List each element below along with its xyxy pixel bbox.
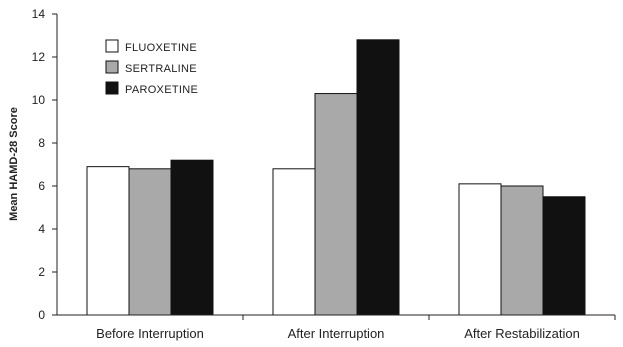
legend-label-sertraline: SERTRALINE — [125, 63, 197, 75]
y-tick-label: 6 — [38, 179, 45, 193]
x-axis-ticks — [242, 315, 616, 320]
y-tick-label: 2 — [38, 265, 45, 279]
bar-fluoxetine-3 — [458, 183, 502, 316]
y-axis-ticks: 0 2 4 6 8 10 12 14 — [32, 7, 57, 322]
y-tick-label: 12 — [32, 50, 46, 64]
x-axis-labels: Before Interruption After Interruption Aft… — [96, 326, 580, 341]
x-category-label: After Restabilization — [464, 326, 580, 341]
bar-sertraline-3 — [500, 185, 544, 316]
bar-fluoxetine-2 — [272, 168, 316, 316]
bar-fluoxetine-1 — [86, 166, 130, 316]
bars — [86, 39, 586, 316]
y-tick-label: 14 — [32, 7, 46, 21]
legend-swatch-sertraline — [105, 60, 119, 74]
bar-paroxetine-2 — [356, 39, 400, 316]
bar-sertraline-2 — [314, 93, 358, 316]
x-category-label: After Interruption — [288, 326, 385, 341]
y-tick-label: 10 — [32, 93, 46, 107]
y-tick-label: 8 — [38, 136, 45, 150]
x-category-label: Before Interruption — [96, 326, 204, 341]
y-tick-label: 0 — [38, 308, 45, 322]
legend: FLUOXETINE SERTRALINE PAROXETINE — [105, 39, 198, 96]
bar-paroxetine-1 — [170, 159, 214, 316]
legend-label-fluoxetine: FLUOXETINE — [125, 42, 197, 54]
legend-swatch-fluoxetine — [105, 39, 119, 53]
y-tick-label: 4 — [38, 222, 45, 236]
y-axis-title: Mean HAMD-28 Score — [8, 107, 20, 221]
bar-paroxetine-3 — [542, 196, 586, 316]
legend-swatch-paroxetine — [105, 81, 119, 95]
bar-sertraline-1 — [128, 168, 172, 316]
legend-label-paroxetine: PAROXETINE — [125, 84, 198, 96]
